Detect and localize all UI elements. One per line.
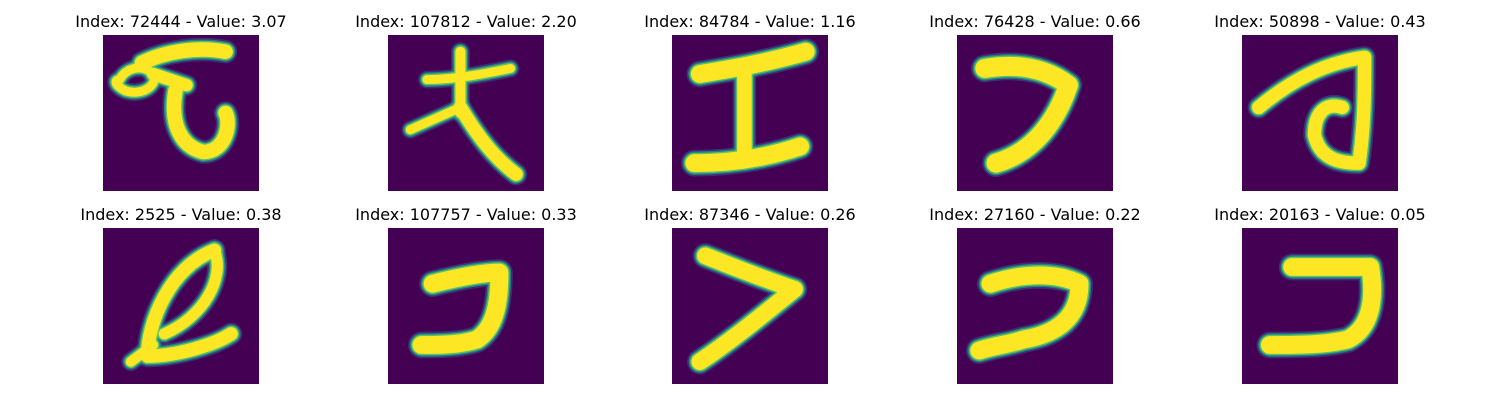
glyph-panel: Index: 2525 - Value: 0.38 — [51, 205, 311, 395]
glyph-stroke — [166, 83, 235, 160]
panel-title: Index: 72444 - Value: 3.07 — [75, 12, 287, 31]
glyph-stroke — [134, 42, 233, 71]
glyph-image — [103, 35, 259, 191]
glyph-panel: Index: 27160 - Value: 0.22 — [905, 205, 1165, 395]
glyph-image — [672, 228, 828, 384]
glyph-image — [388, 35, 544, 191]
panel-title: Index: 107812 - Value: 2.20 — [355, 12, 577, 31]
glyph-panel: Index: 107757 - Value: 0.33 — [336, 205, 596, 395]
glyph-panel: Index: 107812 - Value: 2.20 — [336, 12, 596, 202]
glyph-stroke — [147, 67, 193, 92]
glyph-panel: Index: 76428 - Value: 0.66 — [905, 12, 1165, 202]
glyph-stroke — [453, 100, 523, 181]
panel-title: Index: 2525 - Value: 0.38 — [80, 205, 282, 224]
panel-title: Index: 84784 - Value: 1.16 — [644, 12, 856, 31]
glyph-stroke — [412, 263, 509, 354]
glyph-image — [672, 35, 828, 191]
glyph-panel: Index: 87346 - Value: 0.26 — [620, 205, 880, 395]
glyph-panel: Index: 72444 - Value: 3.07 — [51, 12, 311, 202]
panel-title: Index: 20163 - Value: 0.05 — [1214, 205, 1426, 224]
glyph-image — [957, 228, 1113, 384]
glyph-stroke — [158, 244, 223, 340]
glyph-stroke — [1252, 50, 1372, 170]
panel-title: Index: 107757 - Value: 0.33 — [355, 205, 577, 224]
glyph-stroke — [685, 137, 810, 173]
panel-title: Index: 76428 - Value: 0.66 — [929, 12, 1141, 31]
panel-title: Index: 50898 - Value: 0.43 — [1214, 12, 1426, 31]
glyph-stroke — [125, 339, 159, 367]
panel-title: Index: 87346 - Value: 0.26 — [644, 205, 856, 224]
glyph-panel: Index: 50898 - Value: 0.43 — [1190, 12, 1450, 202]
glyph-panel: Index: 84784 - Value: 1.16 — [620, 12, 880, 202]
glyph-image — [957, 35, 1113, 191]
glyph-stroke — [1260, 258, 1382, 354]
glyph-stroke — [691, 247, 803, 371]
panel-title: Index: 27160 - Value: 0.22 — [929, 205, 1141, 224]
glyph-panel: Index: 20163 - Value: 0.05 — [1190, 205, 1450, 395]
glyph-image — [103, 228, 259, 384]
glyph-image — [388, 228, 544, 384]
glyph-stroke — [422, 63, 516, 85]
glyph-stroke — [690, 42, 815, 83]
glyph-stroke — [140, 243, 238, 363]
glyph-image — [1242, 35, 1398, 191]
glyph-stroke — [975, 56, 1078, 173]
glyph-image — [1242, 228, 1398, 384]
glyph-stroke — [111, 63, 159, 97]
image-background — [388, 228, 544, 384]
glyph-stroke — [405, 102, 465, 135]
glyph-stroke — [970, 266, 1089, 360]
